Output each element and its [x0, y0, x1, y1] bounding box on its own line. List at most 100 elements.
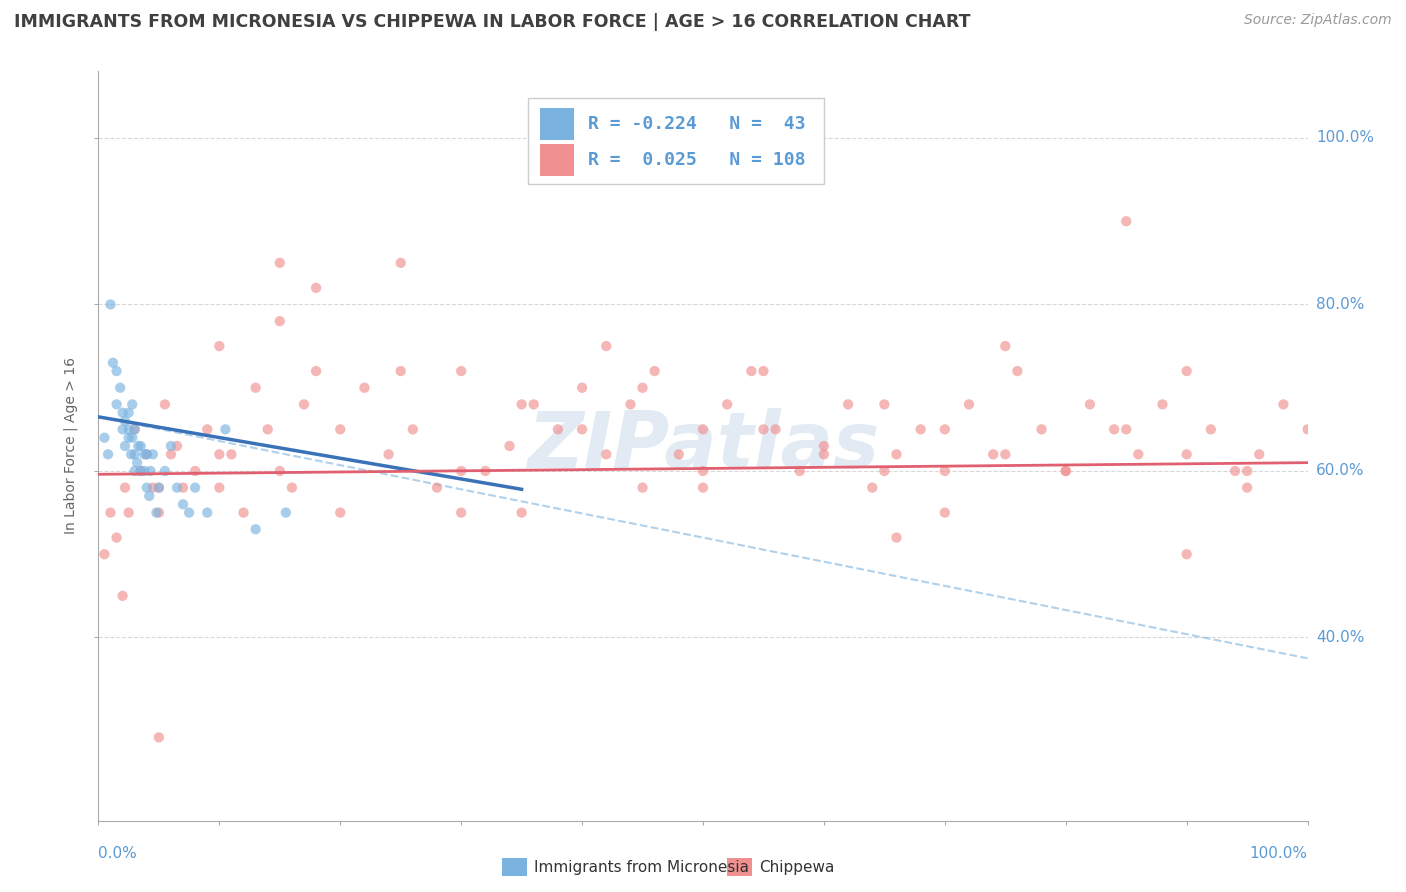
Point: [305, 364, 328, 378]
Point: [114, 439, 136, 453]
Point: [111, 406, 134, 420]
Point: [179, 506, 201, 520]
Point: [129, 439, 152, 453]
Point: [692, 422, 714, 436]
Point: [510, 506, 533, 520]
Point: [114, 414, 136, 428]
Point: [571, 422, 593, 436]
Point: [245, 381, 267, 395]
Point: [97, 447, 120, 461]
Point: [1236, 464, 1258, 478]
Point: [100, 506, 122, 520]
Point: [571, 381, 593, 395]
Point: [692, 481, 714, 495]
Point: [245, 522, 267, 536]
Point: [184, 481, 207, 495]
Point: [402, 422, 425, 436]
Point: [105, 531, 128, 545]
Point: [124, 464, 146, 478]
Point: [195, 422, 218, 436]
Point: [184, 464, 207, 478]
Point: [160, 447, 183, 461]
Point: [269, 314, 291, 328]
Point: [1102, 422, 1125, 436]
Point: [765, 422, 787, 436]
Point: [450, 464, 472, 478]
Point: [886, 531, 908, 545]
FancyBboxPatch shape: [540, 144, 574, 176]
Point: [547, 422, 569, 436]
FancyBboxPatch shape: [540, 108, 574, 139]
Point: [619, 397, 641, 411]
Point: [994, 339, 1017, 353]
Point: [135, 447, 157, 461]
Point: [148, 481, 170, 495]
Point: [148, 481, 170, 495]
Text: 0.0%: 0.0%: [98, 846, 138, 861]
Point: [752, 364, 775, 378]
Point: [1175, 364, 1198, 378]
Point: [124, 422, 146, 436]
Text: 60.0%: 60.0%: [1316, 464, 1364, 478]
Point: [1199, 422, 1222, 436]
Point: [813, 439, 835, 453]
Point: [1175, 447, 1198, 461]
Point: [389, 256, 412, 270]
Point: [153, 397, 176, 411]
Point: [208, 481, 231, 495]
Point: [108, 381, 131, 395]
Point: [1175, 547, 1198, 561]
Point: [232, 506, 254, 520]
Point: [510, 397, 533, 411]
Point: [740, 364, 762, 378]
Point: [1115, 214, 1137, 228]
Point: [172, 497, 194, 511]
Point: [142, 447, 165, 461]
Text: 100.0%: 100.0%: [1316, 130, 1374, 145]
Point: [134, 464, 156, 478]
Point: [172, 481, 194, 495]
Point: [134, 447, 156, 461]
Point: [994, 447, 1017, 461]
Point: [305, 281, 328, 295]
Point: [957, 397, 980, 411]
Point: [595, 447, 617, 461]
Text: R =  0.025   N = 108: R = 0.025 N = 108: [588, 151, 806, 169]
Point: [118, 406, 141, 420]
Point: [135, 447, 157, 461]
Point: [668, 447, 690, 461]
Point: [1236, 481, 1258, 495]
Point: [269, 464, 291, 478]
Point: [1054, 464, 1077, 478]
Point: [139, 464, 162, 478]
Point: [860, 481, 883, 495]
Point: [426, 481, 449, 495]
Point: [1223, 464, 1246, 478]
Point: [153, 464, 176, 478]
Point: [353, 381, 375, 395]
Text: Source: ZipAtlas.com: Source: ZipAtlas.com: [1244, 13, 1392, 28]
Y-axis label: In Labor Force | Age > 16: In Labor Force | Age > 16: [63, 358, 79, 534]
Point: [450, 506, 472, 520]
Point: [166, 439, 188, 453]
Point: [450, 364, 472, 378]
Text: R = -0.224   N =  43: R = -0.224 N = 43: [588, 115, 806, 133]
Point: [127, 439, 149, 453]
Point: [256, 422, 278, 436]
Point: [474, 464, 496, 478]
Point: [135, 481, 157, 495]
Text: 80.0%: 80.0%: [1316, 297, 1364, 312]
Point: [118, 422, 141, 436]
Text: Chippewa: Chippewa: [759, 860, 835, 874]
Point: [121, 431, 143, 445]
Point: [208, 339, 231, 353]
Point: [329, 506, 352, 520]
Point: [644, 364, 666, 378]
Text: 100.0%: 100.0%: [1250, 846, 1308, 861]
Point: [1031, 422, 1053, 436]
Point: [160, 439, 183, 453]
Point: [93, 547, 115, 561]
Point: [813, 447, 835, 461]
Point: [93, 431, 115, 445]
Point: [1007, 364, 1029, 378]
